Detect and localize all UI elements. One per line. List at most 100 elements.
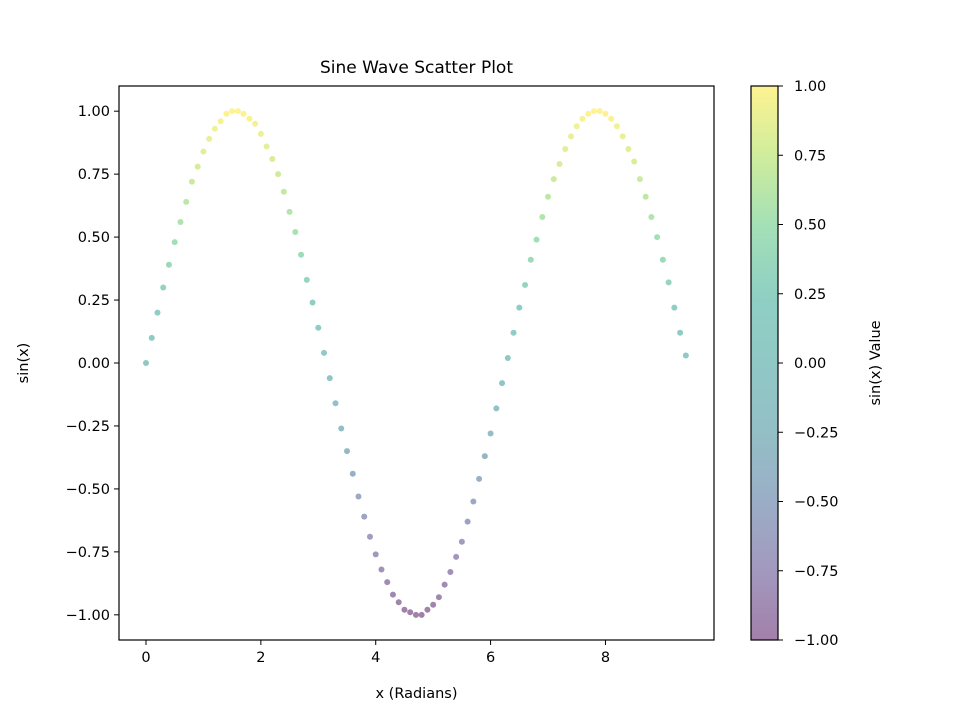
data-point bbox=[280, 188, 287, 195]
data-point bbox=[613, 123, 620, 130]
data-point bbox=[631, 158, 638, 165]
data-point bbox=[148, 334, 155, 341]
colorbar-label: sin(x) Value bbox=[868, 320, 884, 405]
y-tick-label: 0.75 bbox=[78, 167, 110, 183]
data-point bbox=[326, 375, 333, 382]
data-point bbox=[395, 599, 402, 606]
data-point bbox=[372, 551, 379, 558]
data-point bbox=[648, 213, 655, 220]
data-point bbox=[527, 256, 534, 263]
data-point bbox=[142, 360, 149, 366]
plot-area bbox=[118, 85, 715, 641]
data-point bbox=[659, 256, 666, 263]
data-point bbox=[171, 239, 178, 246]
data-point bbox=[458, 538, 465, 545]
data-point bbox=[464, 518, 471, 525]
data-point bbox=[510, 329, 517, 336]
data-point bbox=[401, 606, 408, 613]
data-point bbox=[194, 163, 201, 170]
data-point bbox=[567, 133, 574, 140]
data-point bbox=[499, 380, 506, 387]
data-point bbox=[349, 470, 356, 477]
data-point bbox=[573, 123, 580, 130]
data-point bbox=[211, 125, 218, 132]
x-tick-label: 0 bbox=[141, 650, 150, 666]
data-point bbox=[619, 133, 626, 140]
data-point bbox=[389, 591, 396, 598]
data-point bbox=[378, 566, 385, 573]
data-point bbox=[590, 108, 597, 115]
y-axis: −1.00 −0.75 −0.50 −0.25 0.00 0.25 0.50 0.75 1.00 bbox=[66, 104, 119, 624]
data-point bbox=[309, 299, 316, 306]
data-point bbox=[303, 276, 310, 283]
colorbar-tick-label: 0.25 bbox=[794, 287, 826, 303]
colorbar-tick-label: −0.75 bbox=[794, 564, 838, 580]
x-tick-label: 8 bbox=[601, 650, 610, 666]
data-point bbox=[200, 148, 207, 155]
chart-title: Sine Wave Scatter Plot bbox=[320, 58, 513, 78]
data-point bbox=[677, 329, 684, 336]
y-axis-label: sin(x) bbox=[16, 343, 32, 384]
data-point bbox=[217, 118, 224, 125]
data-point bbox=[533, 236, 540, 243]
data-point bbox=[625, 145, 632, 152]
data-point bbox=[344, 448, 351, 455]
data-point bbox=[154, 309, 161, 316]
data-point bbox=[407, 609, 414, 616]
data-point bbox=[481, 453, 488, 460]
data-point bbox=[579, 115, 586, 122]
data-point bbox=[298, 251, 305, 258]
data-point bbox=[418, 611, 425, 618]
y-tick-label: −0.50 bbox=[66, 482, 110, 498]
data-point bbox=[384, 579, 391, 586]
data-point bbox=[682, 352, 689, 359]
data-point bbox=[275, 171, 282, 178]
data-point bbox=[596, 108, 603, 115]
data-point bbox=[252, 120, 259, 127]
data-point bbox=[366, 533, 373, 540]
colorbar-tick-label: 0.75 bbox=[794, 148, 826, 164]
x-axis-label: x (Radians) bbox=[375, 686, 457, 702]
data-point bbox=[234, 108, 241, 115]
colorbar: −1.00 −0.75 −0.50 −0.25 0.00 0.25 0.50 0.75 1.00… bbox=[750, 79, 884, 649]
data-point bbox=[435, 594, 442, 601]
data-point bbox=[223, 110, 230, 117]
data-point bbox=[183, 198, 190, 205]
data-point bbox=[516, 304, 523, 311]
colorbar-axis: −1.00 −0.75 −0.50 −0.25 0.00 0.25 0.50 0.75 1.00 bbox=[778, 79, 838, 649]
data-point bbox=[292, 229, 299, 236]
colorbar-tick-label: −0.50 bbox=[794, 495, 838, 511]
colorbar-gradient bbox=[751, 86, 778, 640]
x-tick-label: 2 bbox=[256, 650, 265, 666]
y-tick-label: 0.50 bbox=[78, 230, 110, 246]
data-point bbox=[206, 135, 213, 142]
data-point bbox=[545, 193, 552, 200]
data-point bbox=[286, 208, 293, 215]
x-axis: 0 2 4 6 8 bbox=[141, 640, 610, 666]
y-tick-label: −0.75 bbox=[66, 545, 110, 561]
data-point bbox=[447, 569, 454, 576]
data-point bbox=[246, 115, 253, 122]
data-points bbox=[142, 108, 689, 618]
y-tick-label: 0.00 bbox=[78, 356, 110, 372]
data-point bbox=[487, 430, 494, 437]
data-point bbox=[160, 284, 167, 291]
data-point bbox=[165, 261, 172, 268]
colorbar-tick-label: −0.25 bbox=[794, 425, 838, 441]
colorbar-tick-label: 0.50 bbox=[794, 218, 826, 234]
data-point bbox=[476, 475, 483, 482]
colorbar-tick-label: 1.00 bbox=[794, 79, 826, 95]
data-point bbox=[177, 218, 184, 225]
data-point bbox=[240, 110, 247, 117]
data-point bbox=[355, 493, 362, 500]
y-tick-label: 0.25 bbox=[78, 293, 110, 309]
data-point bbox=[493, 405, 500, 412]
y-tick-label: 1.00 bbox=[78, 104, 110, 120]
data-point bbox=[522, 281, 529, 288]
data-point bbox=[361, 513, 368, 520]
data-point bbox=[671, 304, 678, 311]
data-point bbox=[338, 425, 345, 432]
data-point bbox=[315, 324, 322, 331]
data-point bbox=[332, 400, 339, 407]
y-tick-label: −1.00 bbox=[66, 608, 110, 624]
